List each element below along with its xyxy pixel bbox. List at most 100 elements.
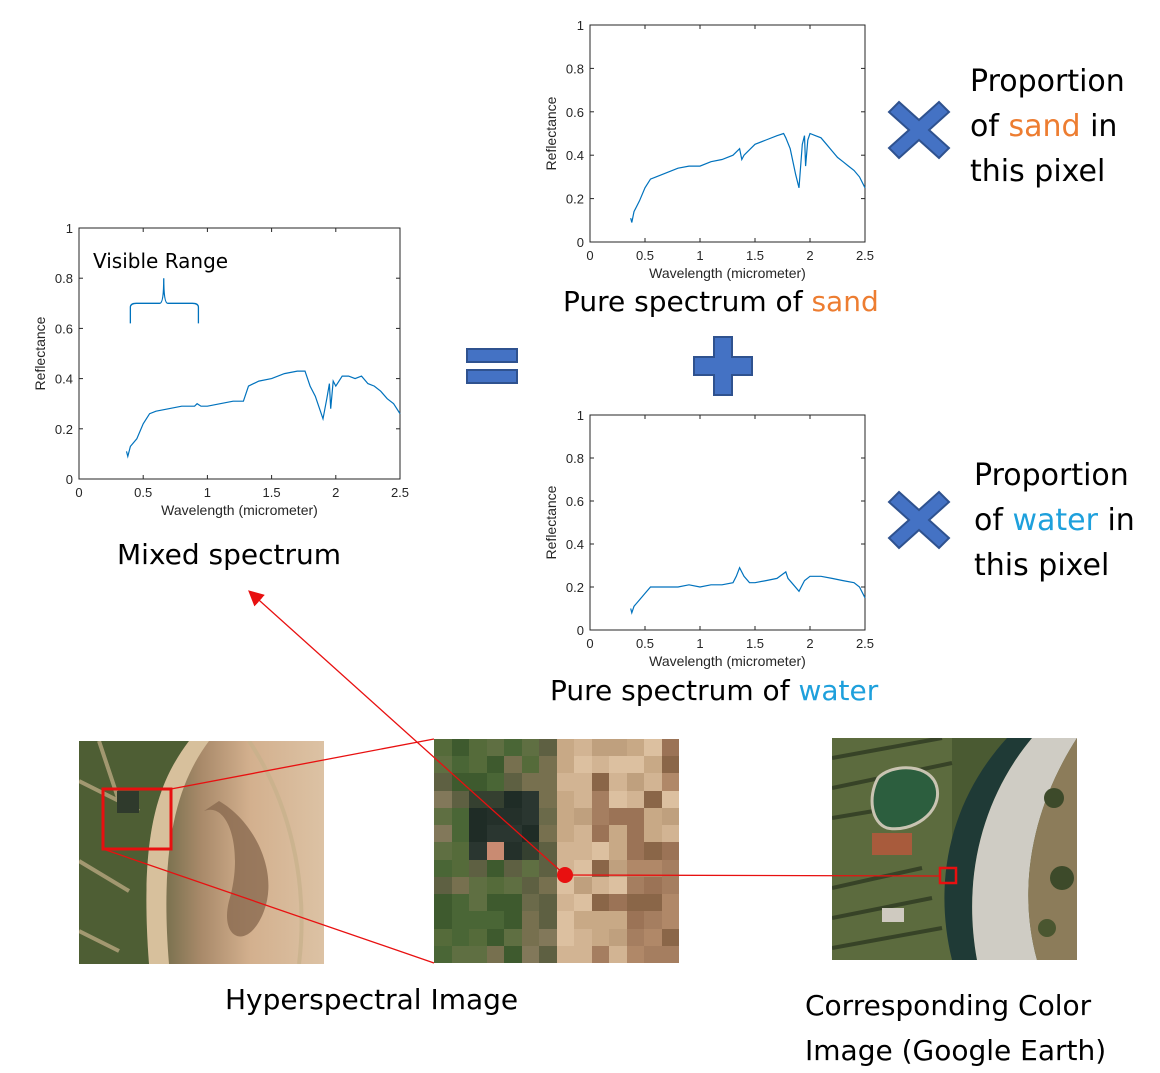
zoom-pixel <box>434 928 452 946</box>
y-axis-label: Reflectance <box>543 485 559 559</box>
zoom-pixel <box>574 945 592 963</box>
zoom-pixel <box>556 773 574 791</box>
water-spectrum-caption: Pure spectrum of water <box>550 674 878 707</box>
zoom-pixel <box>451 911 469 929</box>
x-tick-label: 1.5 <box>263 485 281 500</box>
zoom-pixel <box>626 945 644 963</box>
zoom-pixel <box>644 894 662 912</box>
x-axis-label: Wavelength (micrometer) <box>161 502 318 518</box>
zoom-pixel <box>469 807 487 826</box>
proportion-water-line1: Proportion <box>974 458 1129 493</box>
spectrum-line <box>630 132 866 223</box>
zoom-pixel <box>486 807 504 826</box>
x-tick-label: 1 <box>696 248 703 263</box>
zoom-pixel <box>486 911 504 929</box>
y-tick-label: 0.6 <box>55 321 73 336</box>
zoom-pixel <box>434 876 452 895</box>
zoom-pixel <box>539 911 557 929</box>
water-caption-word: water <box>798 674 879 707</box>
y-axis-label: Reflectance <box>32 316 48 390</box>
zoom-pixel <box>521 807 539 826</box>
zoom-pixel <box>451 859 469 877</box>
zoom-pixel <box>469 928 487 946</box>
plot-area-box <box>589 414 866 631</box>
zoom-pixel <box>661 859 679 877</box>
zoom-pixel <box>486 945 504 963</box>
hyperspectral-zoom-pixel-grid <box>434 739 679 963</box>
sand-spectrum-chart: 0 0.5 1 1.5 2 2.5 0 0.2 0.4 0.6 0.8 1 Wavelength (mi… <box>543 18 874 281</box>
zoom-pixel <box>556 911 574 929</box>
zoom-pixel <box>661 876 679 895</box>
zoom-pixel <box>434 945 452 963</box>
zoom-pixel <box>609 911 627 929</box>
plot-area-box <box>78 227 401 480</box>
y-tick-label: 0.6 <box>566 494 584 509</box>
plot-area-box <box>589 24 866 243</box>
zoom-pixel <box>556 790 574 808</box>
google-earth-image <box>832 738 1077 960</box>
zoom-pixel <box>469 894 487 912</box>
zoom-pixel <box>556 807 574 826</box>
zoom-pixel <box>661 911 679 929</box>
zoom-pixel <box>609 859 627 877</box>
zoom-pixel <box>574 842 592 860</box>
zoom-pixel <box>521 876 539 895</box>
zoom-pixel <box>574 928 592 946</box>
proportion-water-word: water <box>1012 503 1098 538</box>
zoom-pixel <box>591 859 609 877</box>
zoom-pixel <box>591 790 609 808</box>
zoom-pixel <box>434 859 452 877</box>
visible-range-label: Visible Range <box>93 249 228 273</box>
zoom-pixel <box>504 859 522 877</box>
zoom-pixel <box>504 876 522 895</box>
zoom-pixel <box>644 807 662 826</box>
zoom-pixel <box>521 911 539 929</box>
hyperspectral-image-zoom <box>434 739 679 963</box>
y-axis-label: Reflectance <box>543 96 559 170</box>
zoom-pixel <box>539 876 557 895</box>
zoom-pixel <box>504 928 522 946</box>
mixed-spectrum-chart: 0 0.5 1 1.5 2 2.5 0 0.2 0.4 0.6 0.8 1 Wavelength (mi… <box>32 221 409 518</box>
zoom-pixel <box>504 825 522 843</box>
zoom-pixel <box>609 756 627 774</box>
multiply-icon-water <box>887 490 951 550</box>
zoom-pixel <box>486 859 504 877</box>
zoom-pixel <box>591 807 609 826</box>
zoom-pixel <box>451 876 469 895</box>
zoom-pixel <box>469 773 487 791</box>
zoom-pixel <box>626 859 644 877</box>
zoom-pixel <box>504 911 522 929</box>
mixed-spectrum-caption: Mixed spectrum <box>117 538 341 571</box>
zoom-pixel <box>661 790 679 808</box>
zoom-pixel <box>556 894 574 912</box>
y-tick-label: 0.8 <box>566 61 584 76</box>
x-axis-label: Wavelength (micrometer) <box>649 265 806 281</box>
zoom-pixel <box>609 876 627 895</box>
y-tick-label: 0 <box>66 472 73 487</box>
zoom-pixel <box>574 773 592 791</box>
x-tick-label: 0.5 <box>134 485 152 500</box>
zoom-pixel <box>591 876 609 895</box>
zoom-pixel <box>451 739 469 757</box>
hyperspectral-image-overview <box>79 741 324 964</box>
zoom-pixel <box>556 876 574 895</box>
proportion-sand-label: Proportion of sand in this pixel <box>970 59 1125 194</box>
zoom-pixel <box>469 825 487 843</box>
zoom-pixel <box>626 773 644 791</box>
hyperspectral-overview-picture <box>79 741 324 964</box>
zoom-pixel <box>469 911 487 929</box>
y-tick-label: 0.2 <box>566 192 584 207</box>
zoom-pixel <box>661 739 679 757</box>
zoom-pixel <box>556 928 574 946</box>
zoom-pixel <box>469 739 487 757</box>
zoom-pixel <box>661 945 679 963</box>
water-spectrum-chart: 0 0.5 1 1.5 2 2.5 0 0.2 0.4 0.6 0.8 1 Wavelength (mi… <box>543 408 874 669</box>
x-tick-label: 1 <box>204 485 211 500</box>
x-tick-label: 2.5 <box>391 485 409 500</box>
zoom-pixel <box>486 876 504 895</box>
zoom-pixel <box>469 842 487 860</box>
zoom-pixel <box>574 894 592 912</box>
zoom-pixel <box>504 756 522 774</box>
google-earth-caption: Corresponding Color Image (Google Earth) <box>805 983 1106 1073</box>
x-tick-label: 0 <box>75 485 82 500</box>
